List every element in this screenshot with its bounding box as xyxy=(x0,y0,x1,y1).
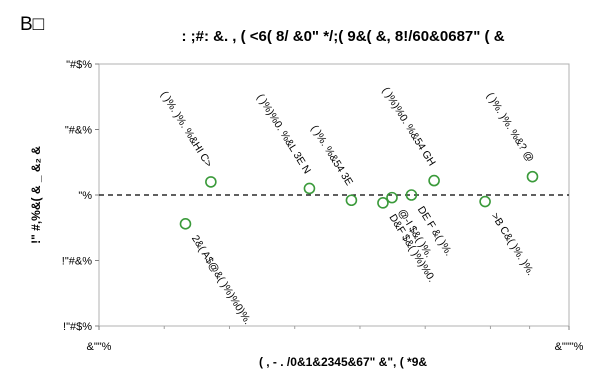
point-label: ( )%)%0. %&L 3E N xyxy=(254,92,313,176)
point-label: >B C&( )%. )%. xyxy=(489,211,537,278)
data-point xyxy=(377,197,389,209)
data-point xyxy=(405,189,418,201)
chart-title: : ;#: &. , ( <6( 8/ &0" */;( 9&( &, 8!/6… xyxy=(181,28,504,45)
data-point xyxy=(479,195,491,208)
axes: "#$% "#&% "% !"#&% !"#$% &""% &"""% xyxy=(62,59,584,353)
y-tick-label: !"#$% xyxy=(63,321,92,333)
data-point xyxy=(205,176,217,188)
x-axis-label: ( , - . /0&1&2345&67" &", ( *9& xyxy=(259,355,427,369)
data-point xyxy=(386,191,398,204)
data-point xyxy=(345,194,358,207)
point-label: ( )%. )%. %&? @ xyxy=(484,90,536,164)
y-tick-label: "#&% xyxy=(65,125,92,137)
point-label: 2&( A$@&( )%)%0)%. xyxy=(189,233,254,327)
y-axis-label: !" #,%&( & _ &₂ & xyxy=(29,146,43,244)
y-tick-label: !"#&% xyxy=(62,256,92,268)
point-label: ( )%. )%. %&HI C> xyxy=(158,89,214,169)
data-point xyxy=(526,170,539,183)
data-point xyxy=(428,174,440,187)
data-points xyxy=(179,170,539,230)
point-label: ( )%)%0. %&54 GH xyxy=(380,85,438,168)
data-point xyxy=(303,182,316,195)
point-labels: ( )%. )%. %&HI C> 2&( A$@&( )%)%0)%. ( )%… xyxy=(158,85,537,327)
y-tick-label: "% xyxy=(78,190,92,202)
panel-label: B□ xyxy=(20,14,45,35)
x-tick-label: &""% xyxy=(87,341,112,353)
x-tick-label: &"""% xyxy=(555,341,584,353)
y-tick-label: "#$% xyxy=(66,59,92,71)
data-point xyxy=(179,218,192,230)
point-label: ( )%. %&54 3E xyxy=(308,123,355,188)
